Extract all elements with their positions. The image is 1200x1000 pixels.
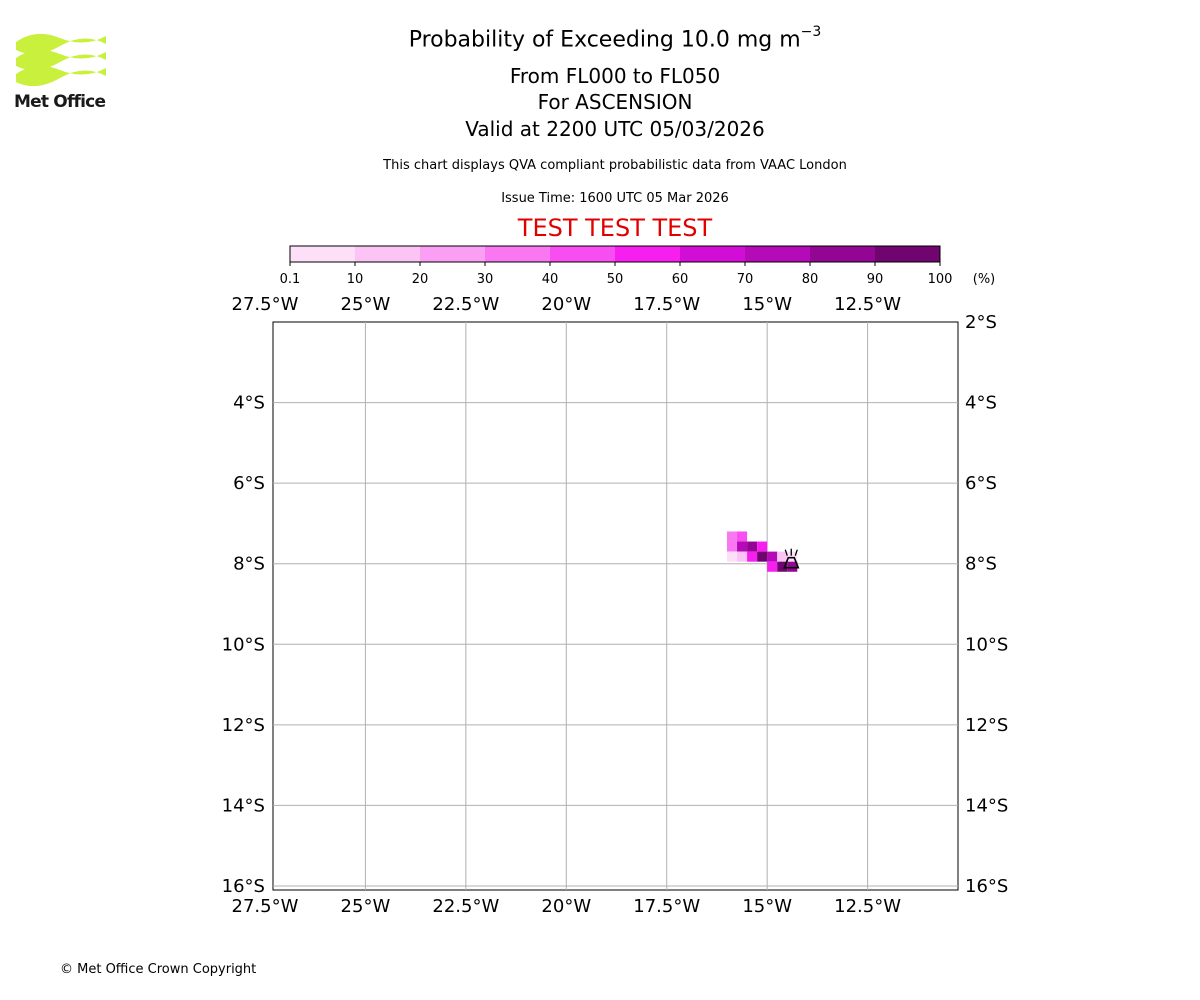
lon-label-top: 25°W <box>341 294 391 315</box>
lat-label-right: 6°S <box>965 473 997 494</box>
lat-label-right: 8°S <box>965 554 997 575</box>
lat-label-right: 4°S <box>965 393 997 414</box>
chart-title: Probability of Exceeding 10.0 mg m−3 <box>0 24 1200 53</box>
issue-time: Issue Time: 1600 UTC 05 Mar 2026 <box>501 191 729 206</box>
lon-label-top: 22.5°W <box>432 294 499 315</box>
lat-label-right: 12°S <box>965 715 1008 736</box>
probability-cell <box>726 551 738 562</box>
probability-cell <box>777 551 788 562</box>
lat-label-right: 16°S <box>965 876 1008 897</box>
lat-label-left: 6°S <box>233 473 265 494</box>
lat-label-left: 14°S <box>222 795 265 816</box>
lon-label-bottom: 25°W <box>341 896 391 917</box>
lon-label-bottom: 22.5°W <box>432 896 499 917</box>
test-banner: TEST TEST TEST <box>517 214 713 242</box>
probability-cell <box>747 541 758 552</box>
probability-cell <box>737 541 748 552</box>
met-office-wave-logo-icon <box>16 33 106 87</box>
lon-label-top: 15°W <box>742 294 792 315</box>
probability-cell <box>737 551 748 562</box>
probability-cell <box>787 551 798 562</box>
lat-label-left: 10°S <box>222 634 265 655</box>
lat-label-left: 16°S <box>222 876 265 897</box>
location-label: For ASCENSION <box>537 90 693 114</box>
flight-level-range: From FL000 to FL050 <box>509 64 721 88</box>
probability-cell <box>726 541 738 552</box>
lat-label-left: 8°S <box>233 554 265 575</box>
lon-label-bottom: 15°W <box>742 896 792 917</box>
probability-cell <box>757 541 768 552</box>
logo-text: Met Office <box>14 92 106 112</box>
lat-label-right: 14°S <box>965 795 1008 816</box>
lat-label-left: 4°S <box>233 393 265 414</box>
lon-label-top: 17.5°W <box>633 294 700 315</box>
probability-cell <box>767 551 778 562</box>
probability-cell <box>757 551 768 562</box>
lon-label-bottom: 27.5°W <box>232 896 299 917</box>
probability-cell <box>777 561 788 572</box>
lat-label-right: 2°S <box>965 312 997 333</box>
lon-label-bottom: 12.5°W <box>834 896 901 917</box>
volcano-symbol-icon <box>783 548 800 569</box>
lon-label-bottom: 17.5°W <box>633 896 700 917</box>
chart-title-exponent: −3 <box>800 24 822 40</box>
probability-cell <box>747 551 758 562</box>
probability-cell <box>737 531 748 542</box>
lon-label-top: 20°W <box>541 294 591 315</box>
valid-time: Valid at 2200 UTC 05/03/2026 <box>465 117 765 141</box>
lat-label-left: 12°S <box>222 715 265 736</box>
copyright-footer: © Met Office Crown Copyright <box>60 962 257 977</box>
probability-cell <box>726 531 738 542</box>
probability-cell <box>767 561 778 572</box>
data-source-note: This chart displays QVA compliant probab… <box>383 158 847 173</box>
lon-label-bottom: 20°W <box>541 896 591 917</box>
chart-title-main: Probability of Exceeding 10.0 mg m <box>408 27 801 53</box>
lon-label-top: 12.5°W <box>834 294 901 315</box>
probability-cell <box>787 561 798 572</box>
lon-label-top: 27.5°W <box>232 294 299 315</box>
lat-label-right: 10°S <box>965 634 1008 655</box>
map-frame <box>272 321 959 891</box>
